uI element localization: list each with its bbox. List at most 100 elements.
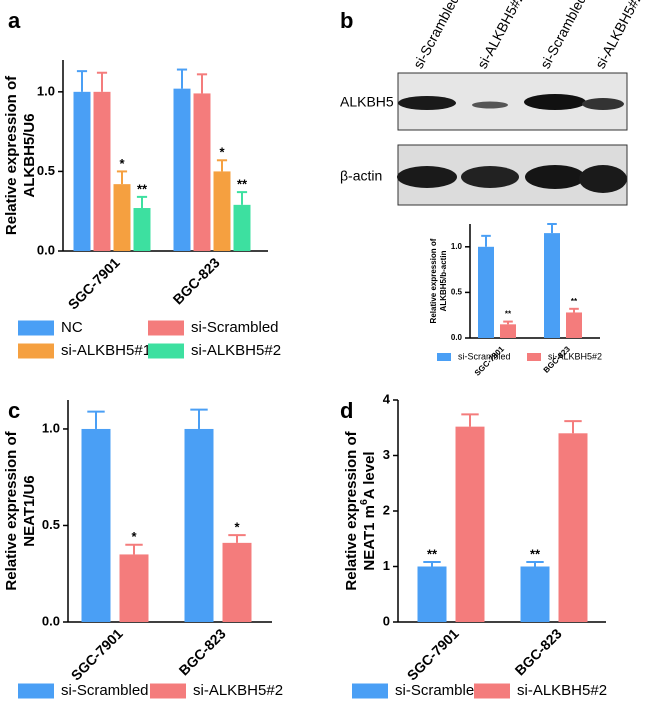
band xyxy=(461,166,519,188)
error-bar xyxy=(190,408,208,429)
y-axis-label: ALKBH5/U6 xyxy=(21,113,38,197)
y-axis-label: Relative expression of xyxy=(343,430,360,590)
legend-swatch xyxy=(474,683,510,699)
legend-swatch xyxy=(352,683,388,699)
error-bar xyxy=(547,223,557,234)
label-part: ALKBH5/U6 xyxy=(21,113,38,197)
legend-label: si-ALKBH5#2 xyxy=(548,351,602,361)
y-tick-label: 1.0 xyxy=(42,420,60,435)
y-axis-label: NEAT1 m6A level xyxy=(358,451,378,570)
label-part: Relative expression of xyxy=(3,75,20,235)
legend-label: si-Scrambled xyxy=(191,319,279,336)
legend-label: si-Scrambled xyxy=(395,682,483,699)
x-tick-label: BGC-823 xyxy=(170,254,223,307)
label-part: ALKBH5/b-actin xyxy=(439,250,448,311)
y-axis-label: ALKBH5/b-actin xyxy=(439,250,448,311)
error-bar xyxy=(564,420,582,434)
error-bar xyxy=(87,410,105,429)
error-bar xyxy=(76,70,88,92)
bar xyxy=(520,566,550,622)
panel-letter: d xyxy=(340,398,353,423)
error-bar xyxy=(136,195,148,209)
bar xyxy=(119,554,149,622)
significance: * xyxy=(234,520,240,535)
x-tick-label: SGC-7901 xyxy=(404,625,462,683)
band xyxy=(579,165,627,193)
bar xyxy=(233,204,251,251)
y-tick-label: 0.0 xyxy=(451,333,463,342)
error-bar xyxy=(116,170,128,185)
legend-swatch xyxy=(148,343,184,359)
bar xyxy=(222,542,252,622)
lane-label: si-ALKBH5#2 xyxy=(592,0,646,71)
x-tick-label: BGC-823 xyxy=(512,625,565,678)
y-tick-label: 1.0 xyxy=(451,242,463,251)
error-bar xyxy=(125,543,143,555)
significance: ** xyxy=(571,297,578,306)
significance: ** xyxy=(237,177,248,192)
bar xyxy=(193,93,211,251)
error-bar xyxy=(481,234,491,247)
x-tick-label: SGC-7901 xyxy=(68,625,126,683)
bar xyxy=(184,428,214,622)
significance: ** xyxy=(505,310,512,319)
y-tick-label: 3 xyxy=(383,447,390,462)
y-tick-label: 0.5 xyxy=(37,163,55,178)
y-axis-label: Relative expression of xyxy=(3,430,20,590)
legend-label: si-ALKBH5#2 xyxy=(517,682,607,699)
y-axis-label: Relative expression of xyxy=(3,75,20,235)
bar xyxy=(93,91,111,251)
error-bar xyxy=(423,561,441,567)
significance: ** xyxy=(427,546,438,561)
error-bar xyxy=(216,159,228,172)
panel-letter: b xyxy=(340,8,353,33)
error-bar xyxy=(461,413,479,427)
error-bar xyxy=(503,320,513,325)
y-tick-label: 0.0 xyxy=(42,613,60,628)
bar xyxy=(544,233,560,338)
significance: * xyxy=(131,529,137,544)
bar xyxy=(566,312,582,338)
significance: * xyxy=(119,156,125,171)
error-bar xyxy=(176,68,188,89)
legend-swatch xyxy=(18,343,54,359)
band xyxy=(472,101,508,109)
blot-row-label: ALKBH5 xyxy=(340,94,394,110)
label-part: NEAT1/U6 xyxy=(21,475,38,546)
legend-label: si-Scrambled xyxy=(61,682,149,699)
label-part: NEAT1 m xyxy=(361,505,378,571)
y-tick-label: 1 xyxy=(383,558,390,573)
panel-letter: a xyxy=(8,8,21,33)
significance: ** xyxy=(137,181,148,196)
bar xyxy=(417,566,447,622)
y-tick-label: 4 xyxy=(383,391,391,406)
y-axis-label: Relative expression of xyxy=(429,238,438,323)
legend-swatch xyxy=(527,353,541,361)
bar xyxy=(113,184,131,251)
panel-letter: c xyxy=(8,398,20,423)
y-tick-label: 0.5 xyxy=(42,517,60,532)
x-tick-label: SGC-7901 xyxy=(65,254,123,312)
significance: ** xyxy=(530,546,541,561)
error-bar xyxy=(526,561,544,567)
error-bar xyxy=(236,191,248,205)
legend-label: si-Scrambled xyxy=(458,351,511,361)
band xyxy=(524,94,586,110)
bar xyxy=(500,324,516,338)
blot-row-label: β-actin xyxy=(340,168,382,184)
y-tick-label: 0.5 xyxy=(451,288,463,297)
y-tick-label: 0.0 xyxy=(37,242,55,257)
band xyxy=(397,166,457,188)
legend-swatch xyxy=(18,683,54,699)
legend-swatch xyxy=(437,353,451,361)
band xyxy=(582,98,624,110)
band xyxy=(525,165,585,189)
band xyxy=(398,96,456,110)
error-bar xyxy=(569,307,579,313)
error-bar xyxy=(96,71,108,92)
legend-label: NC xyxy=(61,319,83,336)
y-tick-label: 1.0 xyxy=(37,83,55,98)
legend-swatch xyxy=(148,320,184,336)
lane-label: si-Scrambled xyxy=(410,0,462,71)
